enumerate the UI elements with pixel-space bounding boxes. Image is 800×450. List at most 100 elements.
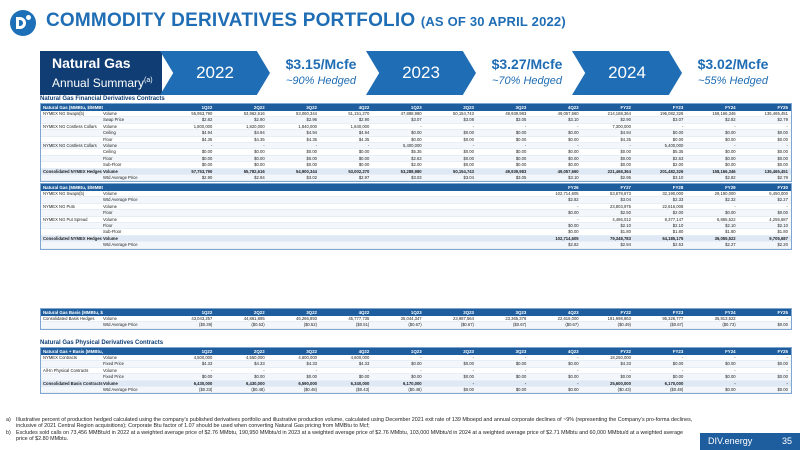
- table-cell: $0.00: [515, 136, 527, 142]
- table-cell: $0.00: [777, 136, 788, 142]
- table-cell: -: [472, 142, 474, 148]
- table-cell: $0.00: [568, 162, 579, 168]
- table-cell: [163, 223, 215, 228]
- table-cell: 6,170,000: [664, 380, 684, 386]
- table-cell: -: [472, 380, 474, 386]
- table-row: Wtd Average Price $2.82 $3.04 $2.33 $2.32 $2.…: [41, 197, 791, 204]
- table-cell: 4,600,000: [298, 355, 317, 360]
- table-cell: 36,055,522: [714, 235, 736, 241]
- table-cell: $0.00: [201, 374, 213, 380]
- table-cell: ($0.39): [199, 322, 213, 328]
- column-header: [103, 309, 163, 316]
- table-row: Sub-Floor $0.00 $1.80 $1.80 $1.80 $1.80: [41, 229, 791, 236]
- row-metric: Wtd Average Price: [103, 386, 138, 392]
- table-cell: 181,998,863: [607, 316, 631, 321]
- table-row: Ceiling $4.94 $4.94 $4.94 $4.94 $0.00 $0.00 $0.…: [41, 130, 791, 137]
- table-cell: $0.00: [672, 136, 684, 142]
- table-cell: [215, 204, 267, 209]
- footnote-a: a) Illustrative percent of production hed…: [6, 417, 696, 430]
- table-cell: 1,800,000: [193, 123, 213, 129]
- column-header: Natural Gas (MMBtu, $/MMBtu): [43, 185, 103, 190]
- hedge-summary-2024: $3.02/Mcfe ~55% Hedged: [684, 51, 782, 95]
- table-cell: [268, 204, 320, 209]
- column-header: Natural Gas Basis (MMBtu, $/MMBtu): [43, 310, 103, 315]
- column-header: FY24: [725, 349, 736, 354]
- financial-section-heading: Natural Gas Financial Derivatives Contra…: [40, 96, 165, 102]
- row-metric: Volume: [103, 203, 117, 209]
- column-header: FY24: [725, 105, 736, 110]
- table-cell: $2.00: [411, 162, 422, 168]
- table-cell: $2.82: [725, 174, 736, 180]
- year-chevron-2022: 2022: [160, 51, 270, 95]
- table-cell: $4.94: [358, 130, 370, 136]
- table-cell: $1.80: [620, 229, 631, 235]
- row-metric: Volume: [103, 380, 118, 386]
- column-header: 4Q22: [358, 105, 370, 110]
- table-cell: $4.33: [358, 361, 370, 367]
- column-header: FY27: [620, 185, 631, 190]
- table-cell: -: [524, 367, 527, 373]
- column-header: [103, 348, 163, 355]
- table-cell: $0.00: [777, 361, 788, 367]
- table-cell: $0.00: [515, 162, 527, 168]
- table-cell: $0.00: [725, 149, 736, 155]
- table-cell: 57,753,790: [191, 168, 213, 174]
- table-cell: 6,170,000: [403, 380, 422, 386]
- row-metric: Wtd Average Price: [103, 322, 138, 328]
- table-row: NYMEX NG Swaps(b) Volume 102,714,605 53,678…: [41, 191, 791, 198]
- table-cell: [372, 217, 424, 222]
- table-cell: $0.00: [306, 155, 317, 161]
- table-cell: $1.80: [672, 229, 684, 235]
- table-row: Floor $4.35 $4.35 $4.35 $4.35 $0.00 $0.00 $0.00…: [41, 137, 791, 143]
- table-cell: 23,987,564: [453, 316, 474, 321]
- row-label: Consolidated Basis Hedges: [43, 316, 95, 321]
- table-cell: $0.00: [568, 136, 579, 142]
- row-metric: Fixed Price: [103, 374, 124, 380]
- column-header: Natural Gas (MMBtu, $/MMBtu): [43, 105, 103, 110]
- table-cell: 64,185,175: [662, 235, 684, 241]
- table-cell: -: [786, 316, 788, 321]
- table-cell: $4.35: [306, 136, 317, 142]
- table-cell: $0.00: [254, 162, 265, 168]
- table-cell: 49,057,660: [557, 168, 579, 174]
- row-metric: Floor: [103, 222, 113, 228]
- table-cell: $3.07: [672, 117, 684, 123]
- table-row: Wtd Average Price $2.82 $2.94 $2.53 $2.27 $2.…: [41, 242, 791, 249]
- table-cell: $0.00: [358, 162, 370, 168]
- table-cell: 53,060,344: [296, 111, 317, 116]
- table-cell: 6,590,000: [298, 380, 317, 386]
- row-label: NYMEX NG Swaps(b): [43, 191, 85, 196]
- column-header: 1Q22: [201, 310, 213, 315]
- table-cell: $2.94: [620, 242, 631, 248]
- table-cell: $4.94: [620, 130, 631, 136]
- table-cell: $0.00: [463, 130, 474, 136]
- table-cell: [215, 197, 267, 202]
- column-header: FY23: [672, 310, 684, 315]
- table-cell: $0.00: [463, 149, 474, 155]
- table-cell: $0.00: [515, 361, 527, 367]
- table-cell: [425, 217, 477, 222]
- table-cell: -: [577, 355, 579, 360]
- table-cell: $2.96: [306, 117, 317, 123]
- table-cell: 55,782,616: [243, 168, 265, 174]
- title-as-of: (AS OF 30 APRIL 2022): [420, 14, 566, 29]
- row-metric: Sub-Floor: [103, 229, 122, 235]
- company-logo: [10, 10, 36, 36]
- row-label: [41, 229, 103, 234]
- brand-footer: DIV.energy 35: [700, 433, 800, 450]
- table-cell: $1.80: [777, 229, 788, 235]
- table-cell: [163, 204, 215, 209]
- table-cell: [163, 197, 215, 202]
- table-cell: ($0.67): [513, 322, 527, 328]
- table-cell: $2.27: [777, 197, 788, 203]
- table-row: Swap Price $2.82 $2.90 $2.96 $2.90 $3.07 $3.08…: [41, 117, 791, 124]
- column-header: [320, 184, 372, 191]
- table-cell: [425, 197, 477, 202]
- table-cell: ($0.53): [251, 322, 265, 328]
- table-row: Wtd Average Price ($0.33) ($0.48) ($0.48) ($…: [41, 386, 791, 394]
- row-label: [41, 149, 103, 154]
- table-cell: [215, 217, 267, 222]
- table-cell: 51,151,270: [348, 111, 370, 116]
- table-row: Floor $0.00 $2.10 $2.10 $2.10 $2.10: [41, 222, 791, 230]
- table-cell: 6,430,000: [246, 380, 265, 386]
